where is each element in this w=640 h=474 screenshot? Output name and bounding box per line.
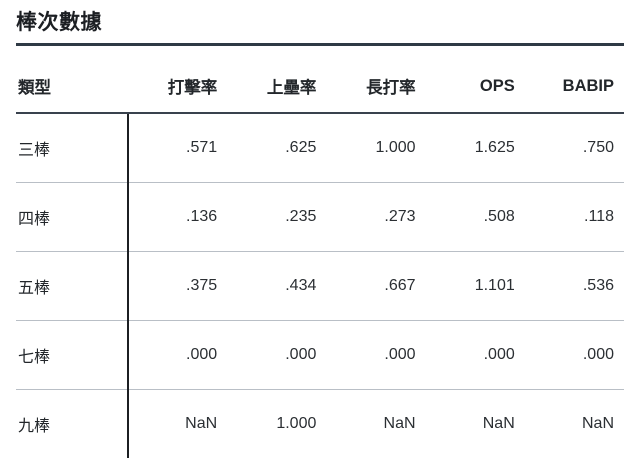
- table-row: 九棒 NaN 1.000 NaN NaN NaN: [16, 389, 624, 459]
- batting-order-stats-table: 類型 打擊率 上壘率 長打率 OPS BABIP 三棒 .571 .625 1.…: [16, 46, 624, 459]
- column-header-ops: OPS: [425, 46, 525, 115]
- cell-type: 九棒: [16, 389, 129, 459]
- table-row: 三棒 .571 .625 1.000 1.625 .750: [16, 113, 624, 184]
- cell-babip: .750: [524, 113, 624, 184]
- column-header-babip: BABIP: [524, 46, 624, 115]
- cell-type: 三棒: [16, 113, 129, 184]
- cell-babip: .118: [524, 182, 624, 253]
- column-header-obp: 上壘率: [227, 46, 327, 115]
- column-header-type: 類型: [16, 46, 128, 115]
- table-header: 類型 打擊率 上壘率 長打率 OPS BABIP: [16, 46, 624, 115]
- cell-ops: .508: [425, 182, 525, 253]
- cell-slg: NaN: [383, 415, 416, 433]
- cell-avg: .375: [128, 251, 228, 322]
- cell-type: 四棒: [16, 182, 129, 253]
- page-title: 棒次數據: [16, 11, 102, 34]
- column-header-slg: 長打率: [326, 46, 426, 115]
- cell-ops: .000: [425, 320, 525, 391]
- column-header-avg: 打擊率: [128, 46, 228, 115]
- table-body: 三棒 .571 .625 1.000 1.625 .750 四棒 .136 .2…: [16, 113, 624, 459]
- cell-ops: 1.101: [425, 251, 525, 322]
- cell-ops: NaN: [482, 415, 515, 433]
- cell-obp: .625: [227, 113, 327, 184]
- title-divider: [16, 43, 624, 47]
- cell-babip: NaN: [581, 415, 614, 433]
- cell-obp: .000: [227, 320, 327, 391]
- cell-slg: .000: [326, 320, 426, 391]
- cell-obp: 1.000: [276, 415, 317, 433]
- cell-obp: .434: [227, 251, 327, 322]
- cell-slg: .273: [326, 182, 426, 253]
- table-header-row: 類型 打擊率 上壘率 長打率 OPS BABIP: [16, 46, 624, 115]
- cell-avg: .571: [128, 113, 228, 184]
- table-row: 五棒 .375 .434 .667 1.101 .536: [16, 251, 624, 322]
- table-row: 七棒 .000 .000 .000 .000 .000: [16, 320, 624, 391]
- cell-avg: NaN: [185, 415, 218, 433]
- cell-ops: 1.625: [425, 113, 525, 184]
- cell-slg: .667: [326, 251, 426, 322]
- cell-type: 七棒: [16, 320, 129, 391]
- table-row: 四棒 .136 .235 .273 .508 .118: [16, 182, 624, 253]
- cell-slg: 1.000: [326, 113, 426, 184]
- cell-type: 五棒: [16, 251, 129, 322]
- cell-obp: .235: [227, 182, 327, 253]
- cell-babip: .536: [524, 251, 624, 322]
- cell-avg: .136: [128, 182, 228, 253]
- cell-avg: .000: [128, 320, 228, 391]
- cell-babip: .000: [524, 320, 624, 391]
